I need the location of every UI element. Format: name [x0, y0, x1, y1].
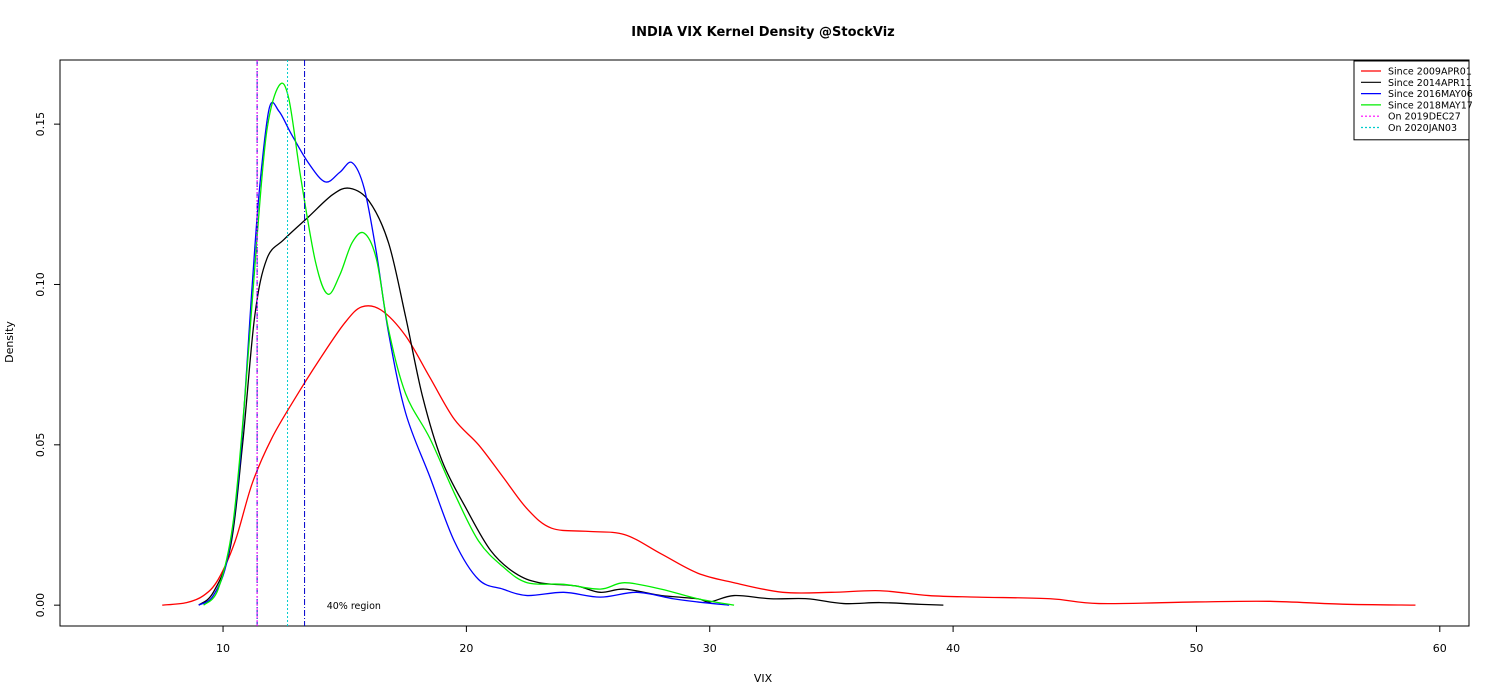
plot-lines [162, 60, 1416, 626]
legend-label-since-2016may06: Since 2016MAY06 [1388, 89, 1473, 100]
x-tick-label: 40 [946, 642, 960, 655]
series-line-since-2018may17 [203, 82, 735, 606]
plot-frame [59, 59, 1470, 627]
x-tick-label: 30 [703, 642, 717, 655]
x-axis-label: VIX [754, 672, 773, 685]
x-tick-label: 50 [1189, 642, 1203, 655]
series-line-since-2016may06 [198, 101, 730, 606]
chart-title: INDIA VIX Kernel Density @StockViz [631, 25, 895, 40]
y-tick-label: 0.00 [34, 593, 47, 618]
y-axis-label: Density [3, 321, 16, 363]
x-axis: 10 20 30 40 50 60 [216, 626, 1447, 655]
x-tick-label: 10 [216, 642, 230, 655]
region-annotation: 40% region [327, 601, 381, 612]
series-line-since-2009apr01 [162, 305, 1416, 606]
y-tick-label: 0.05 [34, 433, 47, 458]
y-axis: 0.00 0.05 0.10 0.15 [34, 112, 60, 618]
legend-label-since-2009apr01: Since 2009APR01 [1388, 67, 1472, 78]
legend-label-since-2018may17: Since 2018MAY17 [1388, 100, 1473, 111]
legend-label-since-2014apr11: Since 2014APR11 [1388, 78, 1472, 89]
legend-box [1353, 60, 1470, 141]
y-tick-label: 0.15 [34, 112, 47, 137]
legend-label-on-2019dec27: On 2019DEC27 [1388, 112, 1461, 123]
annotations: 40% region [327, 601, 381, 612]
x-tick-label: 20 [459, 642, 473, 655]
legend-label-on-2020jan03: On 2020JAN03 [1388, 123, 1457, 134]
series-line-since-2014apr11 [198, 187, 944, 606]
x-tick-label: 60 [1433, 642, 1447, 655]
y-tick-label: 0.10 [34, 272, 47, 297]
